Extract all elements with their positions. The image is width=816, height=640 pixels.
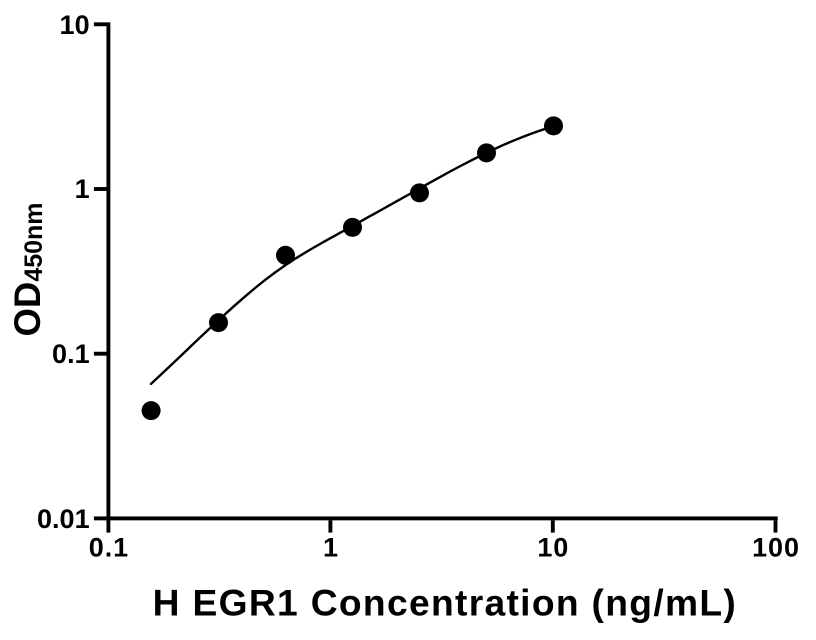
- svg-text:1: 1: [323, 533, 339, 563]
- svg-text:0.1: 0.1: [52, 339, 90, 369]
- svg-text:0.1: 0.1: [89, 533, 129, 563]
- svg-text:0.01: 0.01: [37, 504, 90, 534]
- svg-text:1: 1: [75, 174, 90, 204]
- svg-text:10: 10: [60, 10, 90, 40]
- svg-text:OD450nm: OD450nm: [7, 202, 48, 336]
- svg-text:100: 100: [752, 533, 800, 563]
- svg-text:10: 10: [537, 533, 569, 563]
- svg-text:H EGR1 Concentration (ng/mL): H EGR1 Concentration (ng/mL): [153, 582, 737, 624]
